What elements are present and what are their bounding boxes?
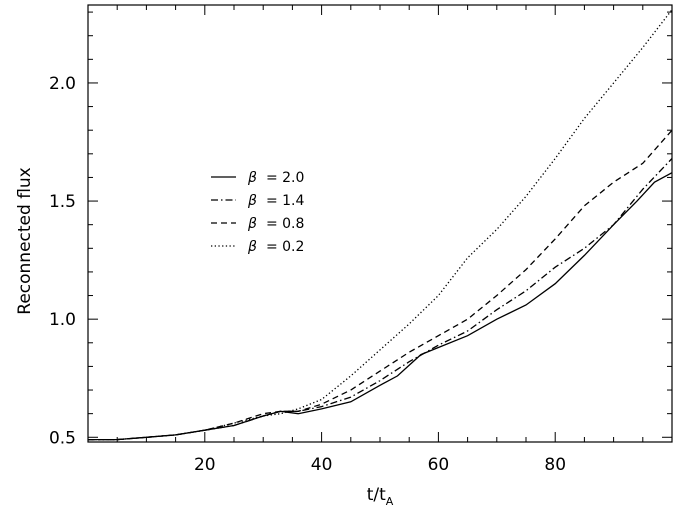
- legend: β = 2.0 β = 1.4 β = 0.8 β = 0.2: [211, 170, 304, 255]
- series-line-solid: [88, 172, 673, 441]
- legend-value: = 1.4: [266, 193, 305, 209]
- legend-symbol: β: [247, 170, 257, 186]
- y-tick-label: 1.0: [49, 310, 76, 330]
- legend-value: = 0.2: [266, 239, 304, 255]
- x-tick-label: 60: [428, 455, 450, 475]
- x-axis-title-main: t/t: [367, 485, 386, 505]
- legend-label: β = 2.0: [247, 170, 304, 186]
- series-layer: [88, 9, 673, 441]
- plot-border: [87, 4, 673, 443]
- legend-symbol: β: [247, 216, 257, 232]
- legend-label: β = 0.2: [247, 239, 304, 255]
- legend-value: = 2.0: [266, 170, 304, 186]
- y-tick-label: 2.0: [49, 74, 76, 94]
- x-axis-ticks: 20 40 60 80: [116, 5, 644, 475]
- y-tick-label: 0.5: [49, 428, 76, 448]
- legend-symbol: β: [247, 193, 257, 209]
- legend-value: = 0.8: [266, 216, 304, 232]
- y-tick-label: 1.5: [49, 192, 76, 212]
- x-axis-title: t/tA: [367, 485, 394, 508]
- plot-frame: [87, 4, 673, 443]
- x-tick-label: 40: [311, 455, 333, 475]
- x-tick-label: 80: [544, 455, 566, 475]
- x-axis-title-subscript: A: [386, 495, 394, 508]
- y-axis-title: Reconnected flux: [15, 167, 35, 314]
- series-line-dotted: [88, 9, 673, 441]
- legend-label: β = 1.4: [247, 193, 304, 209]
- x-tick-label: 20: [194, 455, 216, 475]
- y-axis-ticks: 0.5 1.0 1.5 2.0: [49, 11, 672, 448]
- legend-label: β = 0.8: [247, 216, 304, 232]
- series-line-dashdot: [88, 158, 673, 441]
- series-line-dashed: [88, 129, 673, 441]
- legend-symbol: β: [247, 239, 257, 255]
